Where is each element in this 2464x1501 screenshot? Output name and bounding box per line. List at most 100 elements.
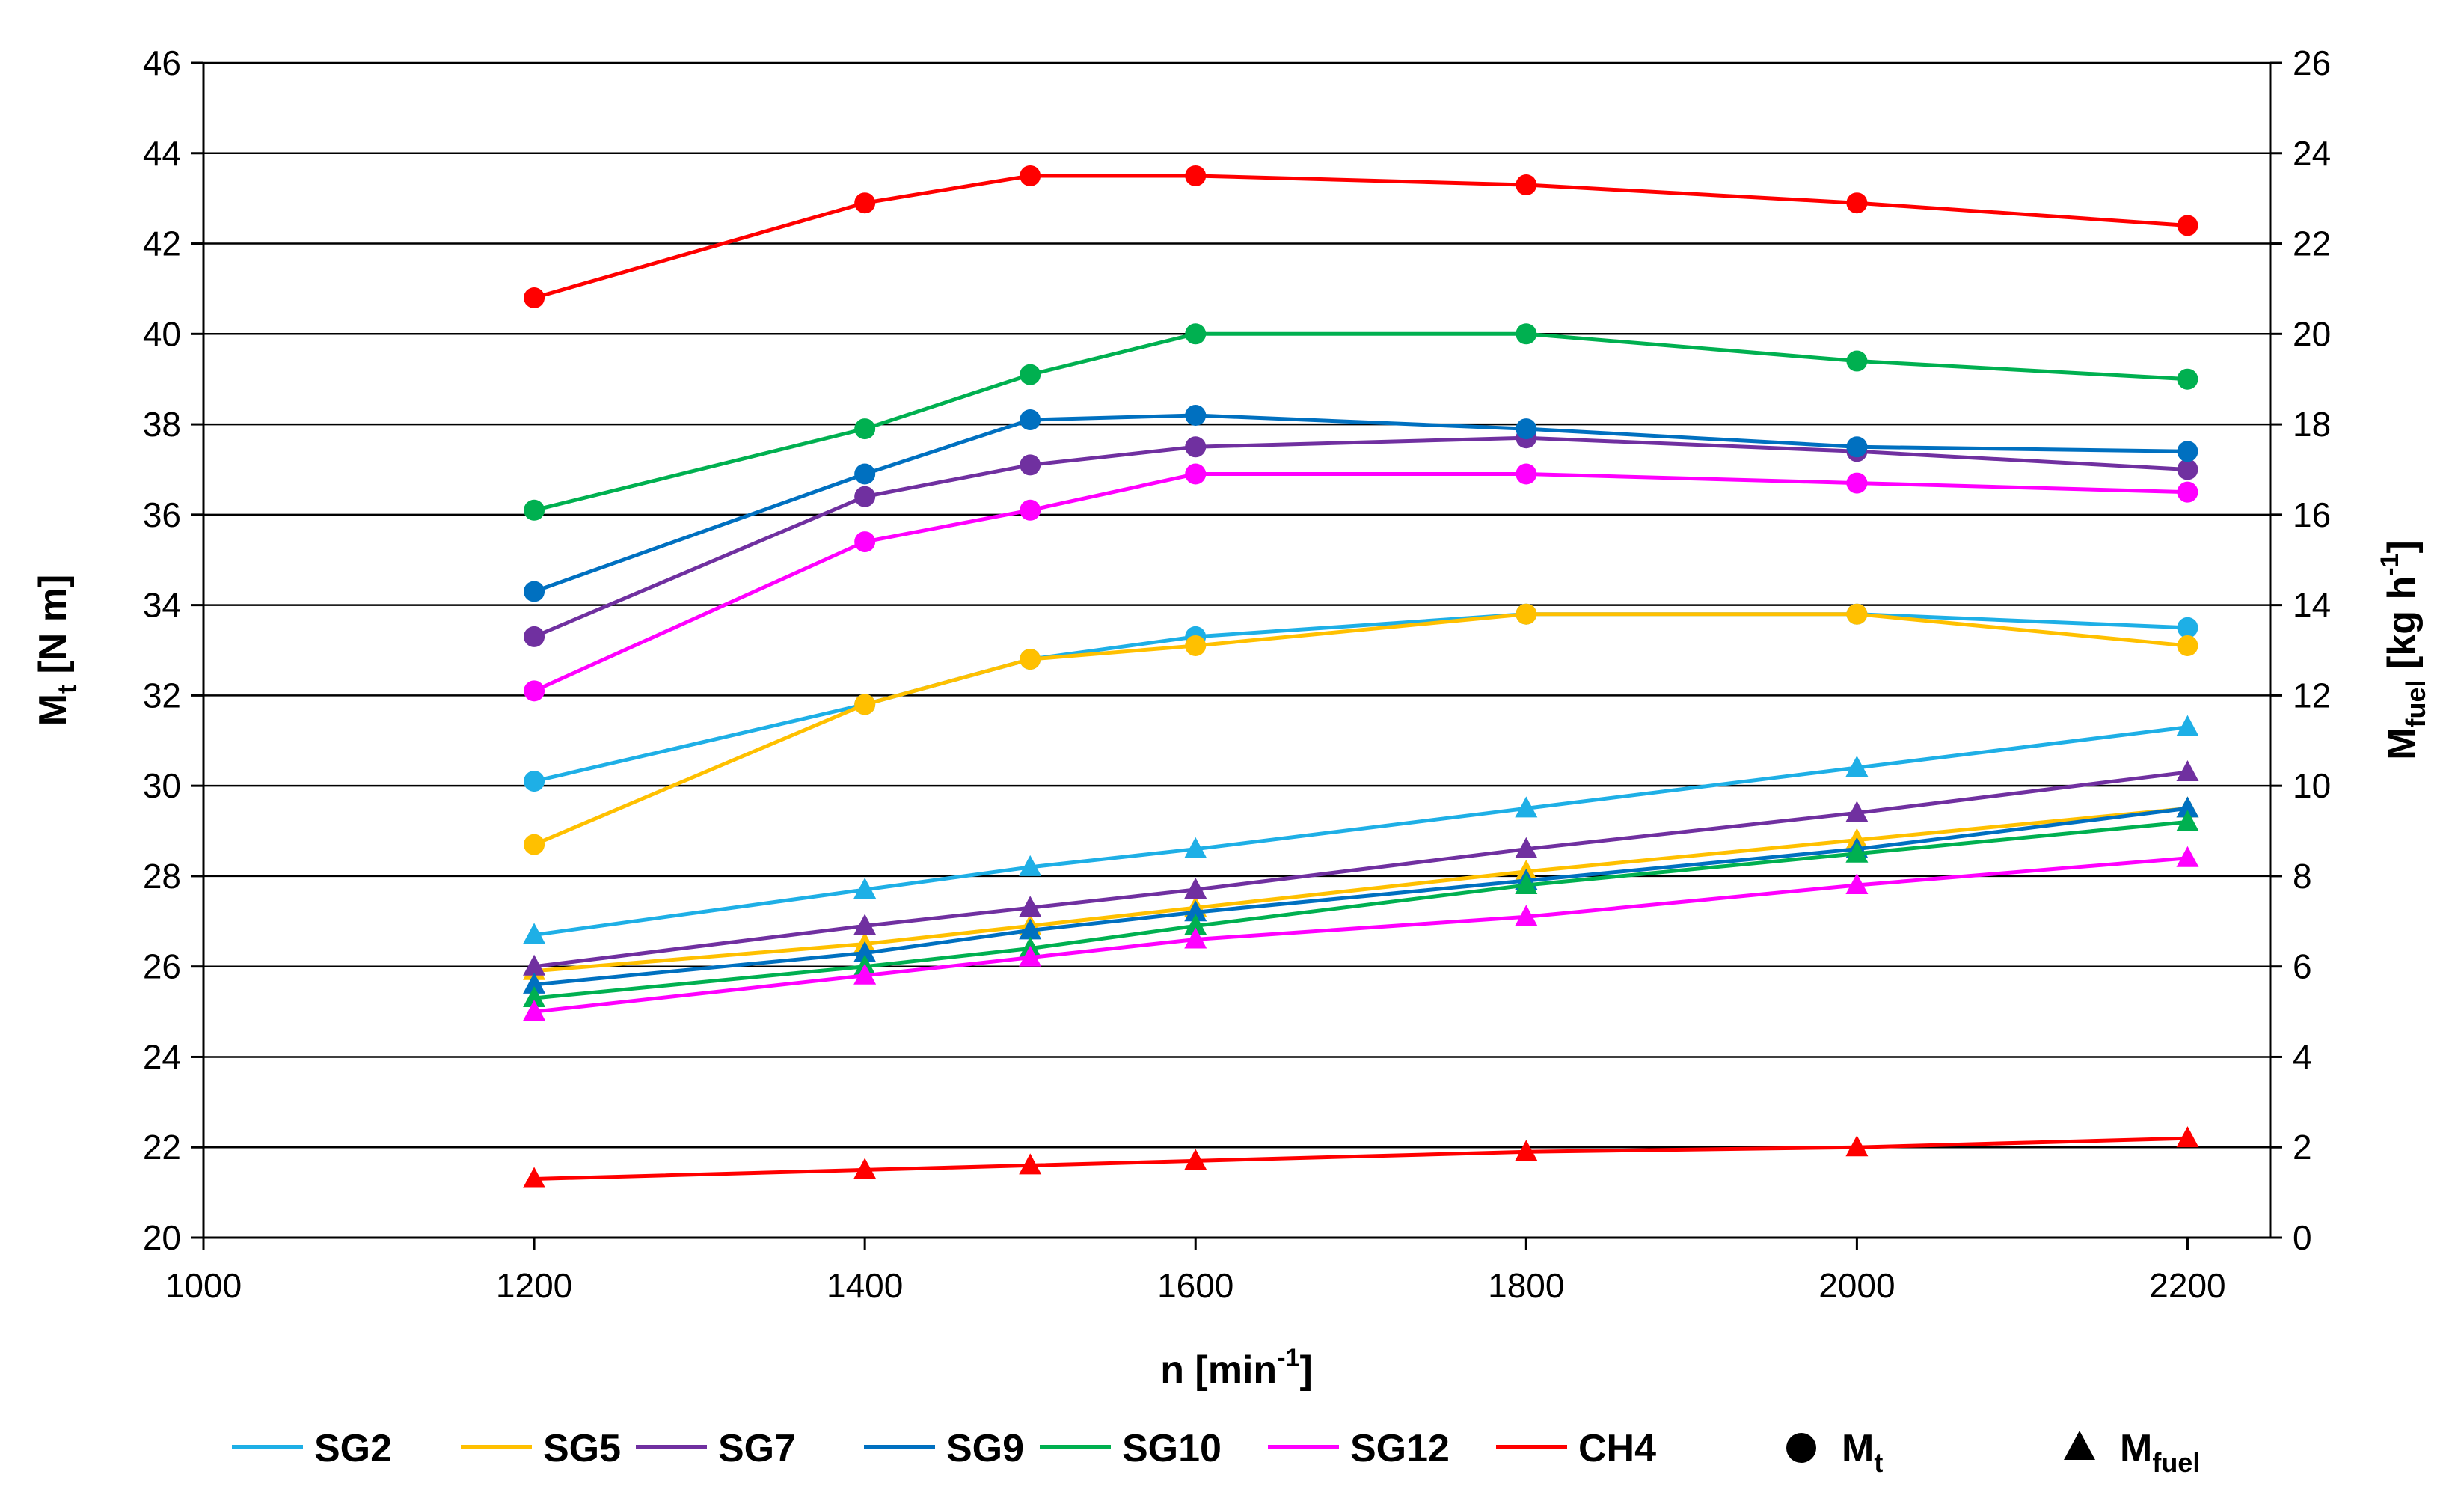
y-left-tick-label: 34 [143, 586, 181, 625]
series-sg12-torque-point [524, 680, 545, 702]
series-sg5-torque-point [1846, 603, 1868, 625]
y-right-tick-label: 16 [2293, 495, 2331, 534]
y-right-tick-label: 22 [2293, 224, 2331, 263]
series-sg9-fuel-point [2176, 796, 2199, 818]
series-sg9-torque-point [1020, 409, 1041, 431]
y-left-tick-label: 44 [143, 134, 181, 173]
series-sg5-torque-point [2177, 635, 2198, 656]
series-sg10 [523, 323, 2199, 1007]
series-sg10-fuel-point [523, 985, 546, 1007]
series-ch4-fuel-point [1515, 1140, 1538, 1161]
gridlines [203, 61, 2270, 1149]
series-sg7-torque-point [854, 486, 876, 507]
series-sg12-torque-point [1846, 472, 1868, 494]
legend-item-sg2: SG2 [232, 1427, 392, 1470]
series-sg10-torque-point [1516, 323, 1537, 345]
series-ch4-torque-point [1846, 192, 1868, 214]
series-ch4-fuel-line [534, 1136, 2188, 1181]
series-sg9-torque-point [1185, 405, 1207, 426]
y-right-tick-label: 24 [2293, 134, 2331, 173]
y-left-tick-label: 32 [143, 676, 181, 715]
series-sg7-fuel-point [2176, 760, 2199, 782]
legend-marker-mfuel: Mfuel [2064, 1427, 2200, 1478]
series-sg9-torque-point [524, 581, 545, 602]
y-right-tick-label: 8 [2293, 857, 2312, 896]
series-sg2-fuel-point [1515, 796, 1538, 818]
series-sg2-fuel-point [2176, 715, 2199, 736]
y-left-tick-label: 38 [143, 405, 181, 444]
series-sg10-fuel-line [533, 819, 2188, 1000]
y-right-tick-label: 20 [2293, 314, 2331, 353]
y-right-tick-label: 6 [2293, 947, 2312, 986]
series-sg9-fuel-point [523, 972, 546, 994]
legend-mfuel-label: Mfuel [2120, 1427, 2200, 1478]
y-left-tick-label: 30 [143, 766, 181, 805]
series-sg5-torque-point [1020, 649, 1041, 670]
series-sg7-fuel-point [1184, 878, 1207, 899]
series-sg9-fuel-point [1184, 900, 1207, 922]
series-sg9-torque-point [1846, 436, 1868, 458]
x-tick-label: 1000 [165, 1266, 242, 1305]
series-sg10-torque-point [854, 418, 876, 440]
series-sg7-torque-point [1020, 454, 1041, 476]
series-sg5-fuel-line [533, 806, 2188, 973]
series-sg10-fuel-point [1515, 873, 1538, 894]
axes [202, 63, 2272, 1239]
series-sg10-torque-point [1185, 323, 1207, 345]
series-ch4-torque-point [854, 192, 876, 214]
x-tick-label: 1400 [827, 1266, 903, 1305]
series-ch4-torque-point [1516, 174, 1537, 196]
legend-item-sg9: SG9 [864, 1427, 1024, 1470]
series-sg10-fuel-point [1184, 914, 1207, 935]
series-sg5-torque-point [1516, 603, 1537, 625]
series-sg7-torque-point [2177, 459, 2198, 480]
series-sg5-torque-line [533, 612, 2188, 846]
series-sg12-torque-point [854, 531, 876, 553]
series-sg7-fuel-line [533, 770, 2188, 969]
y-right-tick-label: 0 [2293, 1218, 2312, 1257]
series-sg9-torque-point [1516, 418, 1537, 440]
series-sg2 [523, 603, 2199, 944]
x-axis-title: n [min-1] [1160, 1344, 1313, 1392]
series-ch4-torque-point [1185, 165, 1207, 186]
y-left-tick-label: 20 [143, 1218, 181, 1257]
legend-item-ch4: CH4 [1496, 1427, 1656, 1470]
legend-label-sg7: SG7 [718, 1427, 796, 1470]
y-left-tick-label: 46 [143, 43, 181, 82]
series-sg7-fuel-point [1515, 837, 1538, 858]
series-sg10-torque-point [524, 499, 545, 521]
series-sg12-torque-point [2177, 481, 2198, 503]
series-sg12-fuel-point [853, 963, 877, 985]
x-tick-label: 1200 [496, 1266, 572, 1305]
series-sg2-fuel-point [1019, 855, 1042, 876]
x-tick-label: 2000 [1818, 1266, 1895, 1305]
series-sg2-fuel-point [523, 923, 546, 944]
series-sg9-fuel-point [853, 941, 877, 962]
y-right-tick-label: 12 [2293, 676, 2331, 715]
series-sg12-fuel-point [1845, 873, 1869, 894]
series-ch4-fuel-point [523, 1167, 546, 1188]
series-sg7-fuel-point [523, 954, 546, 976]
legend-label-sg10: SG10 [1122, 1427, 1222, 1470]
series-sg10-torque-point [1020, 364, 1041, 385]
series-sg5-torque-point [1185, 635, 1207, 656]
series-sg5-torque-point [854, 694, 876, 715]
y-right-tick-label: 10 [2293, 766, 2331, 805]
y-left-tick-label: 28 [143, 857, 181, 896]
series-sg5 [523, 603, 2199, 980]
series-ch4-fuel-point [1019, 1153, 1042, 1175]
series-ch4-torque-point [524, 287, 545, 308]
legend-triangle-marker [2064, 1431, 2095, 1460]
series-sg2-fuel-point [853, 878, 877, 899]
series-sg7 [523, 427, 2199, 976]
series-ch4-fuel-point [2176, 1126, 2199, 1148]
y-right-tick-label: 18 [2293, 405, 2331, 444]
series-ch4-fuel-point [853, 1158, 877, 1179]
legend-mt-label: Mt [1842, 1427, 1883, 1478]
series-sg5-torque-point [524, 834, 545, 855]
y-right-tick-label: 2 [2293, 1128, 2312, 1167]
series-sg7-fuel-point [1019, 896, 1042, 917]
legend-item-sg5: SG5 [461, 1427, 621, 1470]
series [523, 165, 2199, 1188]
series-sg7-torque-point [524, 626, 545, 647]
